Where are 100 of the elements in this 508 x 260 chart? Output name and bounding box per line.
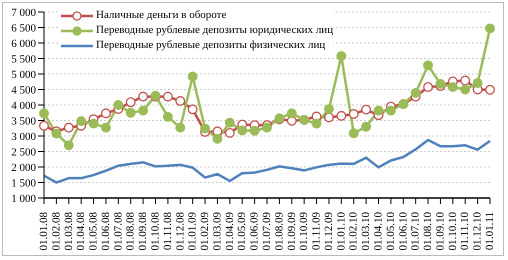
x-tick-label: 01.06.10 [397, 212, 410, 250]
y-tick-label: 4 000 [11, 100, 36, 112]
x-tick-label: 01.11.08 [162, 212, 174, 250]
x-tick-label: 01.07.08 [112, 212, 124, 250]
x-tick-label: 01.10.08 [150, 212, 162, 250]
x-tick-label: 01.06.09 [248, 212, 261, 250]
point [76, 116, 86, 126]
x-tick-label: 01.12.10 [472, 212, 484, 250]
point [224, 118, 235, 128]
point [324, 104, 334, 114]
point [188, 72, 198, 82]
x-tick-label: 01.07.09 [261, 212, 273, 250]
point [485, 84, 495, 95]
point [312, 118, 322, 129]
line-series [42, 138, 492, 184]
y-tick-label: 6 000 [11, 38, 36, 50]
point [336, 110, 346, 121]
point [224, 128, 235, 138]
x-tick-label: 01.03.10 [360, 212, 372, 250]
point [262, 122, 272, 133]
point [250, 126, 260, 136]
x-tick-label: 01.04.08 [75, 212, 88, 250]
point [162, 92, 173, 102]
y-tick-label: 1 000 [11, 192, 36, 205]
point [374, 106, 384, 116]
point [410, 88, 421, 98]
x-tick-label: 01.02.08 [50, 212, 62, 250]
x-tick-label: 01.11.09 [310, 212, 323, 250]
y-tick-label: 4 500 [11, 84, 36, 96]
x-tick-label: 01.05.08 [88, 212, 100, 250]
x-tick-label: 01.08.10 [422, 212, 434, 250]
y-tick-label: 2 000 [11, 162, 36, 174]
x-tick-label: 01.11.10 [459, 212, 472, 250]
point [324, 112, 334, 122]
legend-label: Наличные деньги в обороте [96, 8, 226, 23]
legend-label: Переводные рублевые депозиты юридических лиц [96, 23, 334, 38]
point [435, 78, 446, 89]
point [126, 97, 136, 108]
x-tick-label: 01.04.10 [372, 212, 384, 250]
point [200, 124, 210, 134]
point [64, 122, 74, 133]
x-tick-label: 01.03.09 [211, 212, 224, 250]
point [460, 84, 470, 94]
point [386, 106, 396, 116]
point [113, 100, 124, 110]
point [448, 82, 458, 92]
point [88, 118, 99, 129]
point [423, 60, 434, 70]
point [237, 125, 248, 136]
point [460, 76, 470, 86]
point [51, 128, 62, 138]
point [361, 122, 372, 132]
point [485, 23, 495, 34]
x-tick-label: 01.07.10 [410, 212, 422, 250]
point [138, 92, 148, 102]
point [188, 104, 198, 114]
x-tick-label: 01.02.09 [199, 212, 212, 250]
x-tick-label: 01.09.08 [137, 212, 150, 250]
y-tick-label: 3 000 [11, 130, 36, 143]
x-tick-label: 01.08.09 [273, 212, 286, 250]
x-tick-label: 01.12.09 [322, 212, 335, 250]
point [361, 104, 372, 115]
legend-label: Переводные рублевые депозиты физических лиц [96, 38, 326, 53]
x-tick-label: 01.10.10 [446, 212, 459, 250]
point [39, 120, 49, 131]
x-tick-label: 01.02.10 [348, 212, 360, 250]
point [175, 122, 186, 133]
x-tick-label: 01.01.09 [186, 212, 199, 250]
x-tick-label: 01.12.08 [174, 212, 186, 250]
y-tick-label: 3 500 [11, 115, 36, 128]
point [423, 82, 434, 92]
y-tick-label: 7 000 [11, 6, 36, 19]
point [100, 108, 111, 118]
x-tick-label: 01.09.10 [434, 212, 446, 250]
point [64, 140, 74, 150]
point [348, 109, 359, 119]
point [138, 106, 148, 116]
point [348, 128, 359, 138]
x-tick-label: 01.09.09 [286, 212, 298, 250]
x-tick-label: 01.03.08 [62, 212, 75, 250]
y-tick-label: 5 000 [11, 68, 36, 81]
x-tick-label: 01.05.10 [384, 212, 397, 250]
point [472, 78, 483, 88]
x-tick-label: 01.01.11 [484, 212, 496, 250]
x-tick-label: 01.01.08 [38, 212, 50, 250]
point [100, 122, 111, 133]
x-tick-label: 01.05.09 [236, 212, 248, 250]
x-tick-label: 01.04.09 [224, 212, 236, 250]
point [39, 108, 49, 118]
point [212, 134, 222, 144]
point [162, 112, 173, 122]
point [126, 108, 136, 118]
y-tick-label: 5 500 [11, 53, 36, 66]
point [286, 108, 297, 118]
point [175, 96, 186, 106]
y-tick-label: 1 500 [11, 177, 36, 190]
x-tick-label: 01.06.08 [100, 212, 112, 250]
x-tick-label: 01.08.08 [124, 212, 137, 250]
point [336, 51, 346, 61]
x-tick-label: 01.10.09 [298, 212, 310, 250]
